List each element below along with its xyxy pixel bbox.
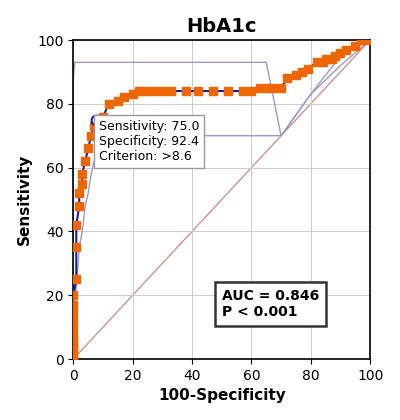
Y-axis label: Sensitivity: Sensitivity — [17, 154, 32, 245]
Text: AUC = 0.846
P < 0.001: AUC = 0.846 P < 0.001 — [222, 289, 319, 319]
X-axis label: 100-Specificity: 100-Specificity — [158, 388, 286, 403]
Title: HbA1c: HbA1c — [186, 17, 257, 36]
Text: Sensitivity: 75.0
Specificity: 92.4
Criterion: >8.6: Sensitivity: 75.0 Specificity: 92.4 Crit… — [98, 120, 199, 163]
